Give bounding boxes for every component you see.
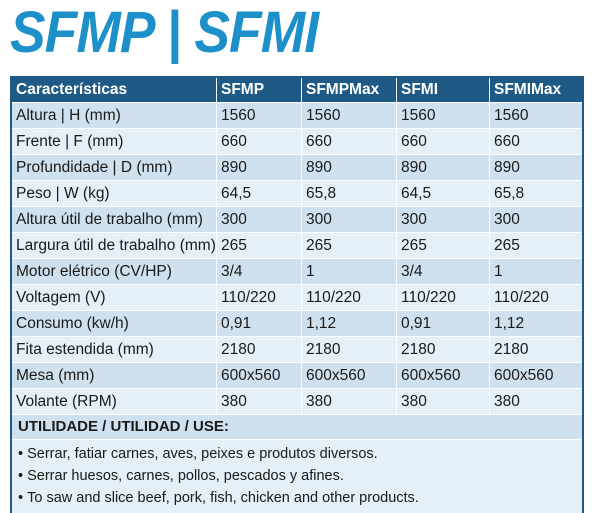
cell-value: 1560 (217, 103, 302, 128)
cell-value: 64,5 (217, 181, 302, 206)
usage-item: To saw and slice beef, pork, fish, chick… (18, 487, 582, 509)
cell-value: 64,5 (397, 181, 490, 206)
cell-value: 380 (494, 393, 520, 410)
table-row: Fita estendida (mm) 2180 2180 2180 2180 (12, 337, 582, 363)
cell-value: 2180 (217, 337, 302, 362)
cell-value: 660 (494, 133, 520, 150)
cell-value: 1560 (397, 103, 490, 128)
cell-value: 1 (494, 263, 503, 280)
cell-value: 1560 (302, 103, 397, 128)
table-row: Profundidade | D (mm) 890 890 890 890 (12, 155, 582, 181)
cell-value: 890 (217, 155, 302, 180)
table-row: Frente | F (mm) 660 660 660 660 (12, 129, 582, 155)
table-body: Características SFMP SFMPMax SFMI SFMIMax Alt… (12, 78, 582, 415)
cell-value: 380 (302, 389, 397, 414)
cell-value: 660 (302, 129, 397, 154)
cell-value: 890 (494, 159, 520, 176)
table-row: Altura útil de trabalho (mm) 300 300 300 300 (12, 207, 582, 233)
cell-value: 65,8 (302, 181, 397, 206)
cell-value: 2180 (397, 337, 490, 362)
row-label: Largura útil de trabalho (mm) (12, 233, 217, 258)
column-header: SFMPMax (302, 78, 397, 102)
row-label: Voltagem (V) (12, 285, 217, 310)
row-label: Frente | F (mm) (12, 129, 217, 154)
table-row: Peso | W (kg) 64,5 65,8 64,5 65,8 (12, 181, 582, 207)
cell-value: 660 (397, 129, 490, 154)
cell-value: 380 (397, 389, 490, 414)
cell-value: 265 (217, 233, 302, 258)
cell-value: 65,8 (494, 185, 525, 202)
column-header: SFMP (217, 78, 302, 102)
cell-value: 600x560 (397, 363, 490, 388)
spec-table: Características SFMP SFMPMax SFMI SFMIMax Alt… (10, 76, 584, 513)
cell-value: 1 (302, 259, 397, 284)
column-header: SFMI (397, 78, 490, 102)
cell-value: 110/220 (302, 285, 397, 310)
cell-value: 300 (397, 207, 490, 232)
cell-value: 1,12 (494, 315, 525, 332)
cell-value: 265 (302, 233, 397, 258)
cell-value: 890 (302, 155, 397, 180)
table-row: Consumo (kw/h) 0,91 1,12 0,91 1,12 (12, 311, 582, 337)
cell-value: 600x560 (217, 363, 302, 388)
cell-value: 600x560 (494, 367, 554, 384)
cell-value: 600x560 (302, 363, 397, 388)
row-label: Fita estendida (mm) (12, 337, 217, 362)
row-label: Altura | H (mm) (12, 103, 217, 128)
cell-value: 660 (217, 129, 302, 154)
cell-value: 0,91 (397, 311, 490, 336)
column-header: SFMIMax (494, 81, 562, 98)
cell-value: 890 (397, 155, 490, 180)
cell-value: 1,12 (302, 311, 397, 336)
cell-value: 1560 (494, 107, 529, 124)
row-label: Consumo (kw/h) (12, 311, 217, 336)
cell-value: 265 (397, 233, 490, 258)
row-label: Volante (RPM) (12, 389, 217, 414)
table-row: Largura útil de trabalho (mm) 265 265 265 26… (12, 233, 582, 259)
cell-value: 300 (217, 207, 302, 232)
usage-title: UTILIDADE / UTILIDAD / USE: (12, 415, 582, 440)
row-label: Motor elétrico (CV/HP) (12, 259, 217, 284)
usage-list: Serrar, fatiar carnes, aves, peixes e pr… (12, 440, 582, 513)
cell-value: 300 (494, 211, 520, 228)
row-label: Mesa (mm) (12, 363, 217, 388)
cell-value: 3/4 (397, 259, 490, 284)
cell-value: 110/220 (494, 289, 549, 306)
usage-item: Serrar, fatiar carnes, aves, peixes e pr… (18, 443, 582, 465)
cell-value: 2180 (302, 337, 397, 362)
cell-value: 300 (302, 207, 397, 232)
header-row: Características SFMP SFMPMax SFMI SFMIMax (12, 78, 582, 103)
cell-value: 0,91 (217, 311, 302, 336)
table-row: Motor elétrico (CV/HP) 3/4 1 3/4 1 (12, 259, 582, 285)
table-row: Volante (RPM) 380 380 380 380 (12, 389, 582, 415)
usage-item: Serrar huesos, carnes, pollos, pescados … (18, 465, 582, 487)
row-label: Altura útil de trabalho (mm) (12, 207, 217, 232)
row-label: Peso | W (kg) (12, 181, 217, 206)
table-row: Mesa (mm) 600x560 600x560 600x560 600x560 (12, 363, 582, 389)
page-title: SFMP | SFMI (10, 0, 319, 65)
cell-value: 380 (217, 389, 302, 414)
table-row: Voltagem (V) 110/220 110/220 110/220 110/220 (12, 285, 582, 311)
row-label: Profundidade | D (mm) (12, 155, 217, 180)
cell-value: 265 (494, 237, 520, 254)
cell-value: 110/220 (217, 285, 302, 310)
cell-value: 2180 (494, 341, 529, 358)
cell-value: 3/4 (217, 259, 302, 284)
cell-value: 110/220 (397, 285, 490, 310)
column-header: Características (12, 78, 217, 102)
table-row: Altura | H (mm) 1560 1560 1560 1560 (12, 103, 582, 129)
